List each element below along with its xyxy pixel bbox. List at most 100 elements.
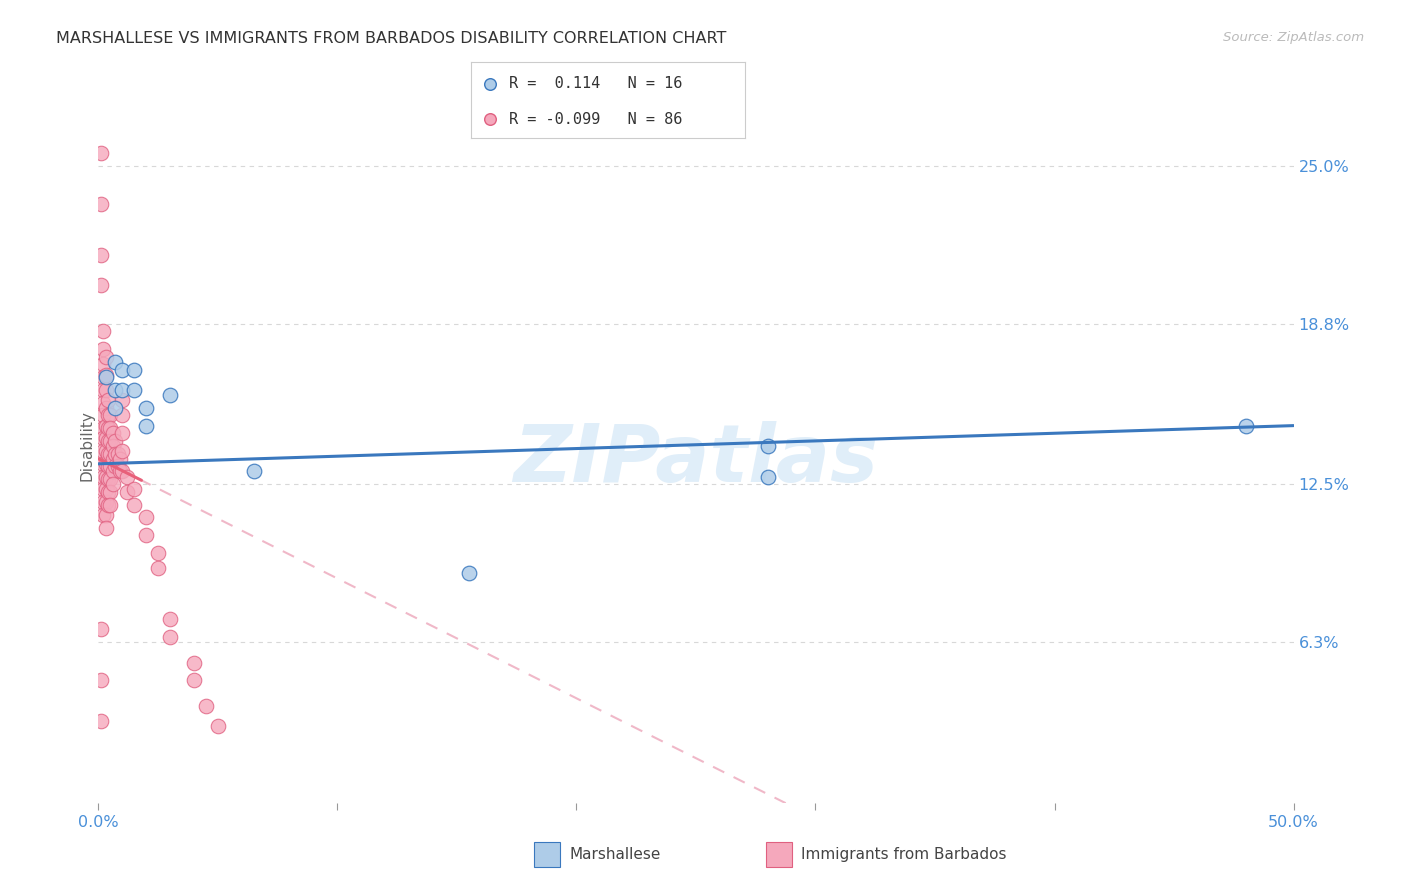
Point (111, 393, 134, 408)
Point (124, 498, 146, 512)
Point (98, 421, 122, 435)
Point (148, 561, 170, 575)
Point (108, 451, 131, 466)
Point (97, 447, 120, 461)
Point (97, 459, 120, 474)
Point (94, 520, 117, 534)
Point (97, 484, 120, 499)
Point (107, 447, 129, 461)
Point (90, 197, 112, 211)
Point (159, 612, 181, 626)
Point (90, 145, 112, 160)
Point (104, 355, 127, 369)
Point (91, 358, 114, 372)
Text: Marshallese: Marshallese (569, 847, 661, 862)
Point (111, 426, 134, 441)
Point (94, 457, 117, 471)
Point (90, 248, 112, 262)
Point (101, 439, 124, 453)
Point (94, 401, 117, 415)
Point (91, 495, 114, 509)
Point (91, 383, 114, 397)
Point (94, 508, 117, 522)
Point (101, 426, 124, 441)
Point (91, 444, 114, 458)
Point (98, 447, 122, 461)
Point (756, 469, 779, 483)
Point (104, 447, 127, 461)
Point (111, 362, 134, 376)
Point (756, 439, 779, 453)
Point (91, 370, 114, 384)
Point (97, 498, 120, 512)
Text: R =  0.114   N = 16: R = 0.114 N = 16 (509, 76, 683, 91)
Point (91, 324, 114, 338)
Point (94, 483, 117, 497)
Point (94, 370, 117, 384)
Point (101, 451, 124, 466)
Point (98, 459, 122, 474)
Point (243, 465, 266, 479)
Point (111, 444, 134, 458)
Point (97, 434, 120, 448)
Point (94, 469, 117, 483)
Point (94, 444, 117, 458)
Text: R = -0.099   N = 86: R = -0.099 N = 86 (509, 112, 683, 127)
Point (148, 546, 170, 560)
Point (91, 508, 114, 522)
Point (97, 472, 120, 486)
Point (91, 457, 114, 471)
Text: MARSHALLESE VS IMMIGRANTS FROM BARBADOS DISABILITY CORRELATION CHART: MARSHALLESE VS IMMIGRANTS FROM BARBADOS … (56, 31, 727, 46)
Point (159, 630, 181, 644)
Point (91, 483, 114, 497)
Point (97, 393, 120, 408)
Point (1234, 418, 1257, 433)
Text: Source: ZipAtlas.com: Source: ZipAtlas.com (1223, 31, 1364, 45)
Point (90, 278, 112, 293)
Point (135, 418, 157, 433)
Point (98, 498, 122, 512)
Point (135, 510, 157, 524)
Point (98, 472, 122, 486)
Point (90, 673, 112, 688)
Text: Immigrants from Barbados: Immigrants from Barbados (801, 847, 1007, 862)
Point (104, 459, 127, 474)
Point (135, 401, 157, 415)
Point (90, 623, 112, 637)
Point (94, 418, 117, 433)
Point (94, 383, 117, 397)
Point (207, 719, 229, 733)
Point (104, 383, 127, 397)
Point (94, 431, 117, 445)
Point (94, 495, 117, 509)
Point (111, 409, 134, 423)
Point (108, 465, 131, 479)
Point (124, 362, 146, 376)
Point (91, 395, 114, 409)
Point (98, 434, 122, 448)
Point (135, 528, 157, 542)
Point (98, 409, 122, 423)
Text: ZIPatlas: ZIPatlas (513, 421, 879, 500)
Point (91, 431, 114, 445)
Point (183, 656, 205, 670)
Point (91, 342, 114, 356)
Point (90, 714, 112, 729)
Point (104, 434, 127, 448)
Point (124, 383, 146, 397)
Point (124, 483, 146, 497)
Point (194, 698, 218, 713)
Point (91, 409, 114, 423)
Point (91, 469, 114, 483)
Point (111, 465, 134, 479)
Point (115, 484, 138, 499)
Point (115, 469, 138, 483)
Point (107, 459, 129, 474)
Point (159, 388, 181, 402)
Point (97, 421, 120, 435)
Point (98, 484, 122, 499)
Point (94, 368, 117, 382)
Point (101, 465, 124, 479)
Point (183, 673, 205, 688)
Y-axis label: Disability: Disability (80, 410, 94, 482)
